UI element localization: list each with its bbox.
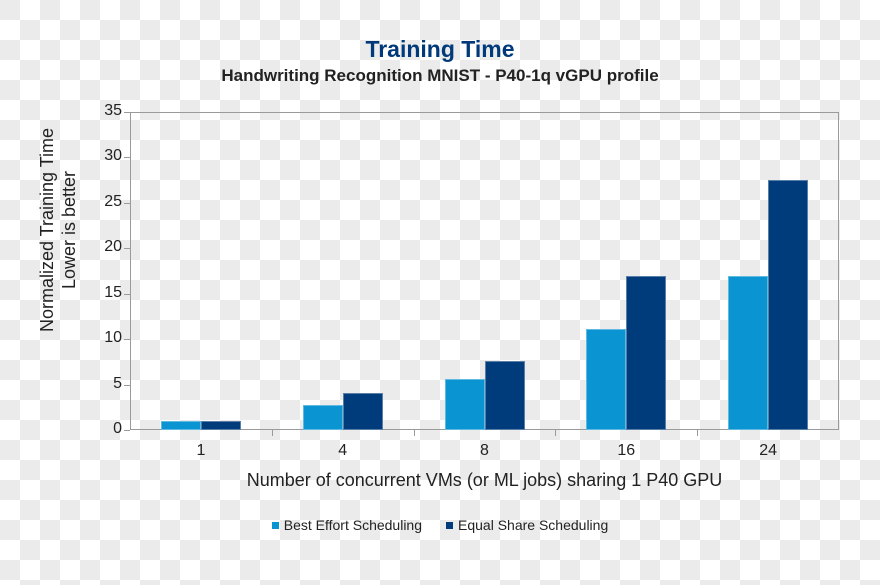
y-tick-label: 25 (104, 192, 122, 210)
bar-equal-share-1 (200, 420, 241, 430)
y-axis-label-line-1: Normalized Training Time (37, 127, 57, 333)
x-tick-label: 1 (196, 442, 206, 459)
y-tick-mark (124, 339, 130, 341)
y-tick-label: 30 (104, 147, 122, 165)
y-tick-mark (124, 157, 130, 159)
bar-equal-share-24 (768, 180, 809, 430)
y-axis-label: Normalized Training Time Lower is better (36, 80, 80, 380)
y-tick-mark (124, 384, 130, 386)
bar-best-effort-1 (160, 420, 201, 430)
y-tick-mark (124, 430, 130, 431)
x-axis-label: Number of concurrent VMs (or ML jobs) sh… (246, 470, 723, 490)
y-axis-label-line-2: Lower is better (59, 170, 79, 290)
chart-subtitle: Handwriting Recognition MNIST - P40-1q v… (221, 66, 659, 85)
y-tick-label: 10 (104, 329, 122, 347)
y-tick-label: 15 (104, 283, 122, 301)
x-tick-mark (413, 430, 415, 436)
bar-best-effort-4 (302, 405, 343, 430)
bar-equal-share-8 (484, 360, 525, 430)
y-tick-mark (124, 202, 130, 204)
x-tick-label: 8 (480, 442, 489, 459)
y-tick-label: 5 (113, 374, 122, 392)
legend: Best Effort Scheduling Equal Share Sched… (0, 517, 880, 533)
x-tick-mark (271, 430, 273, 436)
y-tick-label: 20 (104, 238, 122, 256)
x-tick-mark (555, 430, 557, 436)
y-tick-label: 35 (104, 102, 122, 119)
legend-item-equal-share: Equal Share Scheduling (446, 517, 608, 533)
legend-label-best-effort: Best Effort Scheduling (283, 517, 423, 533)
bar-equal-share-16 (626, 276, 667, 430)
bar-equal-share-4 (342, 392, 383, 430)
bar-best-effort-8 (444, 379, 485, 430)
legend-item-best-effort: Best Effort Scheduling (271, 517, 423, 533)
y-tick-mark (124, 248, 130, 250)
bar-best-effort-24 (728, 276, 769, 430)
y-tick-mark (124, 112, 130, 113)
legend-label-equal-share: Equal Share Scheduling (458, 517, 609, 533)
x-tick-label: 16 (617, 442, 636, 459)
x-tick-mark (697, 430, 699, 436)
bar-best-effort-16 (586, 329, 627, 430)
x-tick-label: 4 (338, 442, 348, 459)
x-tick-label: 24 (759, 442, 777, 459)
legend-swatch-best-effort (271, 521, 279, 529)
chart-title: Training Time (365, 36, 515, 62)
legend-swatch-equal-share (446, 521, 454, 529)
y-tick-mark (124, 293, 130, 295)
y-tick-label: 0 (113, 420, 122, 437)
